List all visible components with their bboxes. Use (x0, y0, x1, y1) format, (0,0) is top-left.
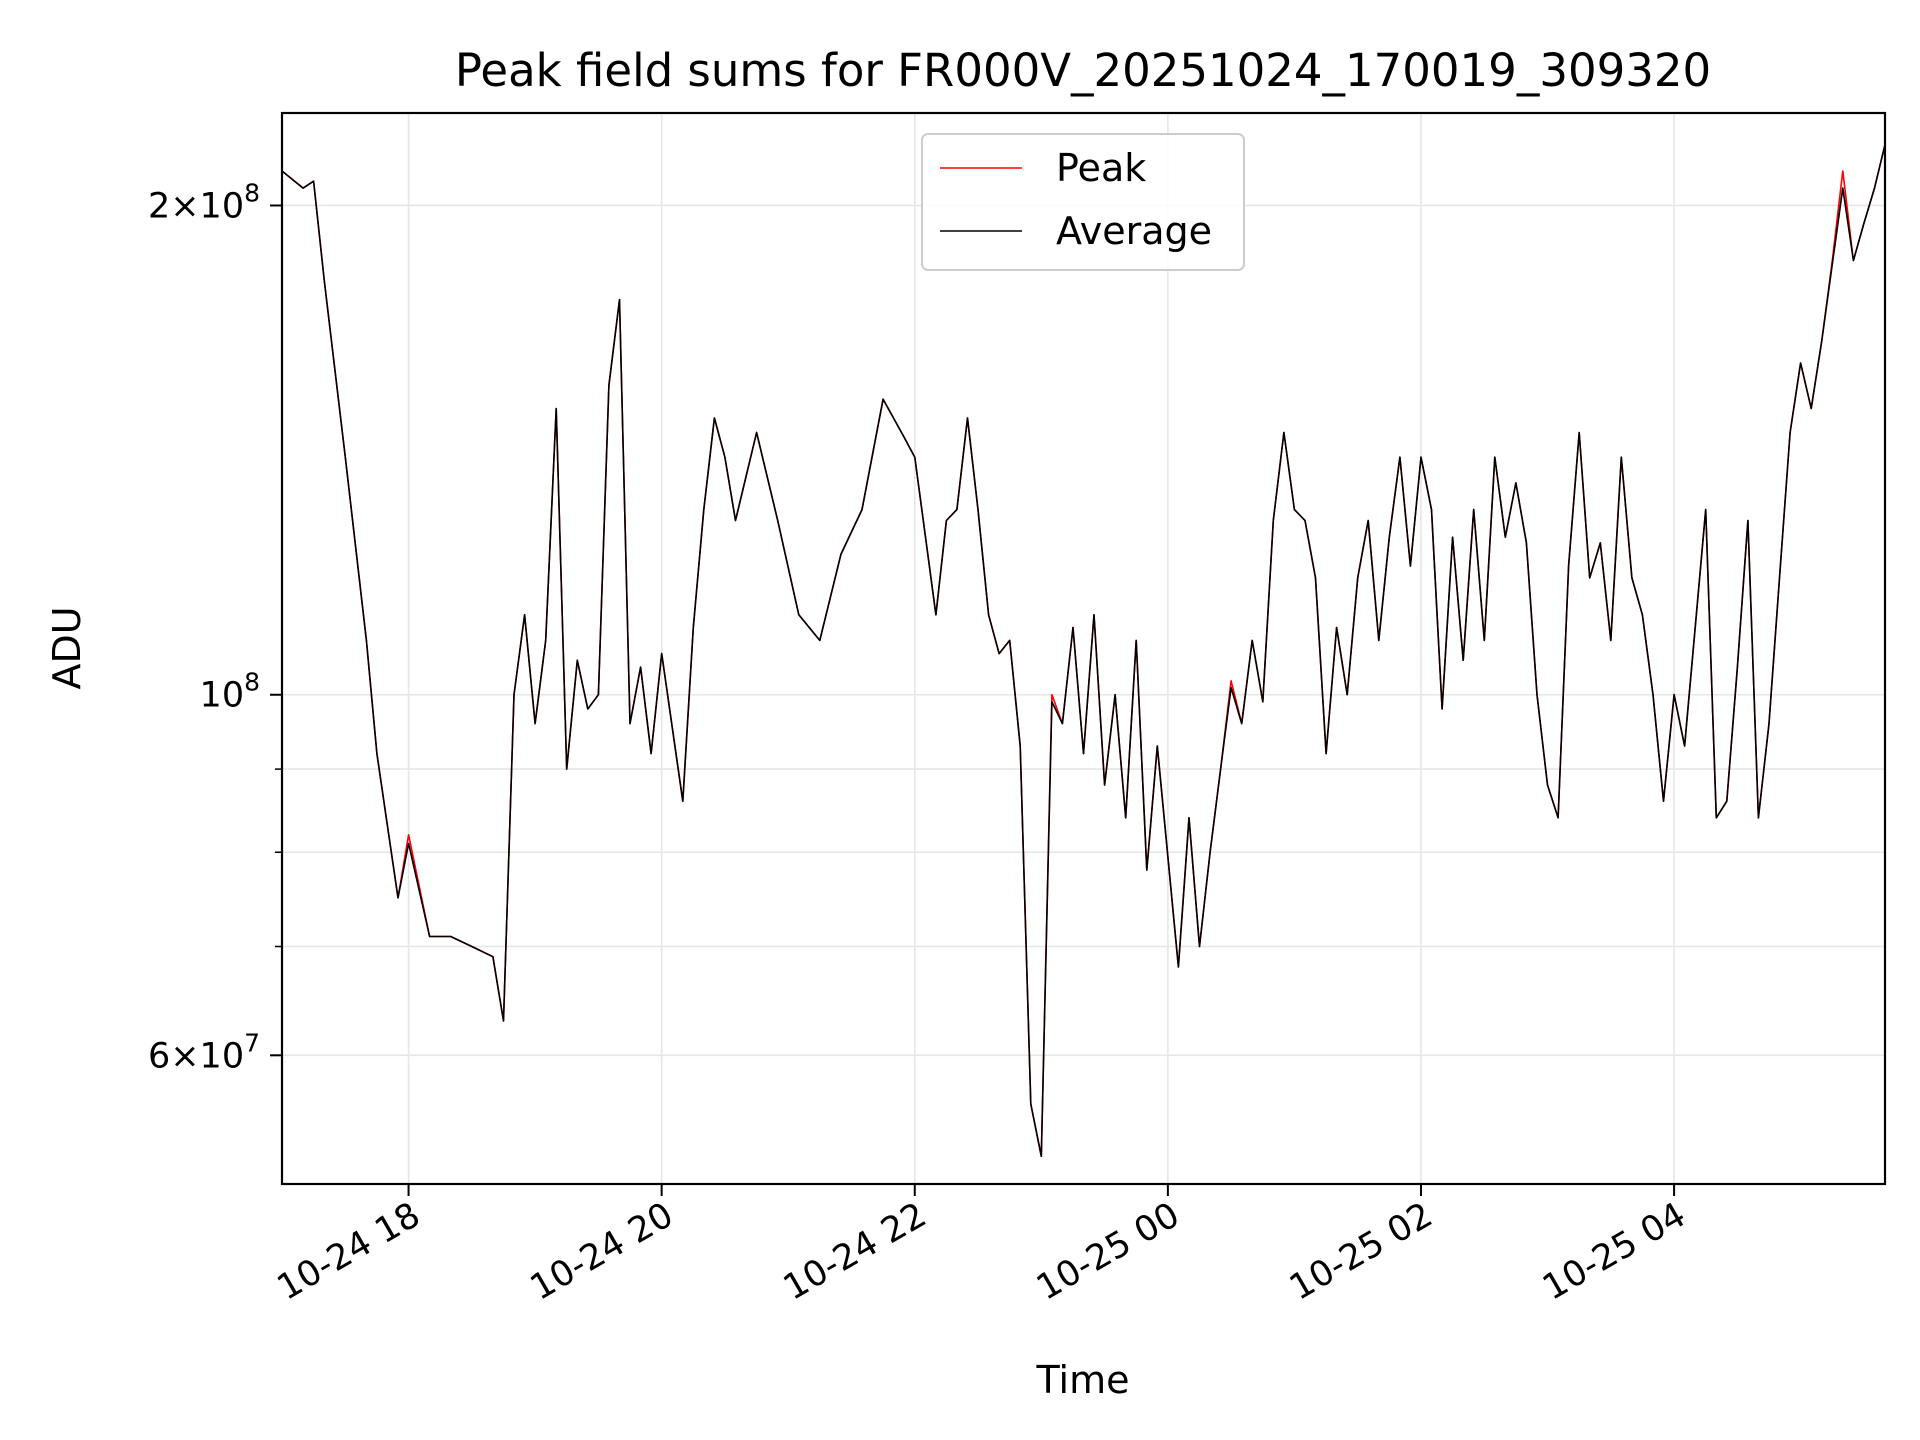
y-axis-label: ADU (45, 606, 89, 689)
x-axis-label: Time (1036, 1358, 1130, 1402)
y-tick-label: 6×107 (148, 1028, 260, 1076)
legend-label-average: Average (1056, 209, 1212, 253)
plot-frame (280, 111, 1887, 1186)
legend-label-peak: Peak (1056, 146, 1146, 190)
series-line-average (281, 144, 1886, 1158)
chart-title: Peak field sums for FR000V_20251024_1700… (455, 44, 1711, 97)
y-tick-label: 2×108 (148, 178, 260, 226)
grid-layer (282, 113, 1885, 1184)
legend: Peak Average (921, 133, 1245, 271)
series-layer (281, 144, 1886, 1158)
